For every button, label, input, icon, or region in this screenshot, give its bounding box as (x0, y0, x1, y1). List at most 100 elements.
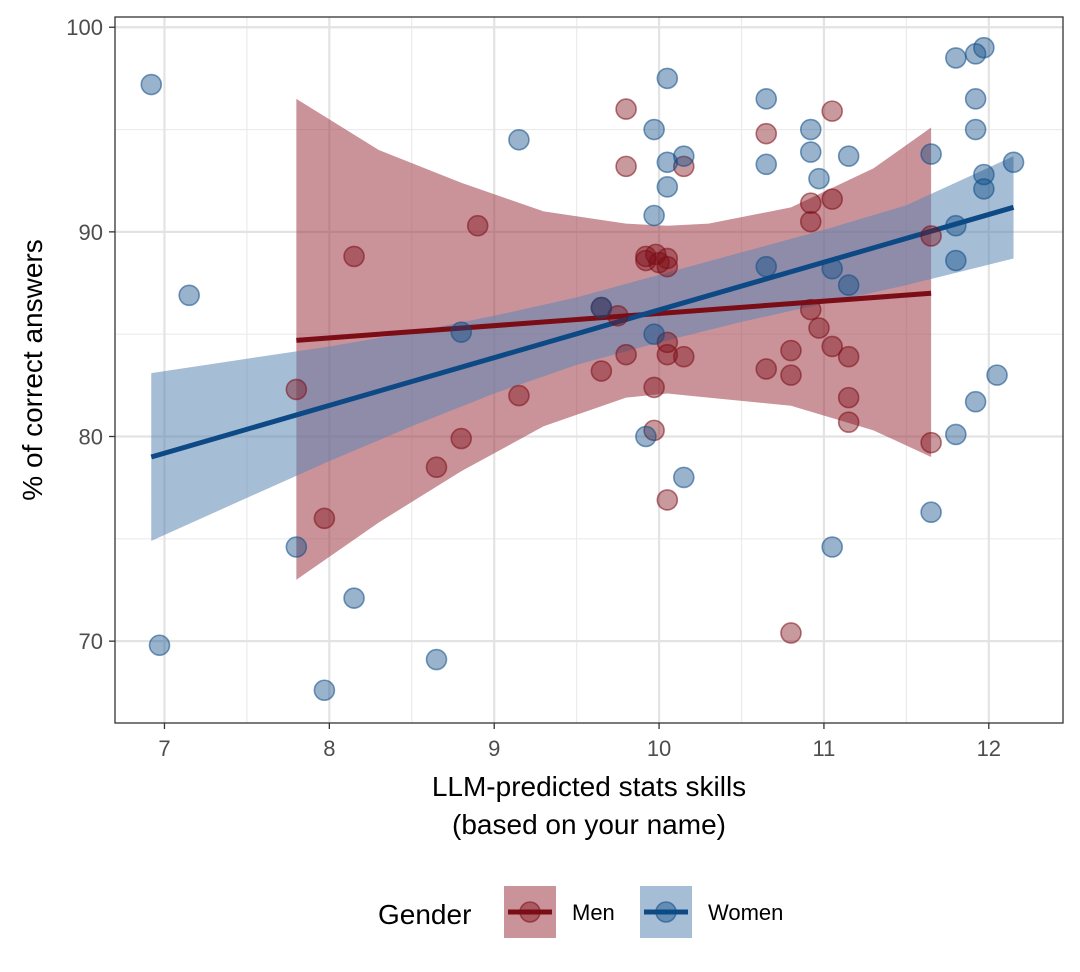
data-point-women (178, 284, 200, 307)
data-point-men (656, 489, 679, 511)
data-point-men (799, 210, 822, 233)
data-point-women (945, 47, 967, 69)
data-point-men (799, 192, 822, 215)
data-point-men (466, 214, 489, 237)
data-point-women (755, 255, 778, 278)
data-point-men (615, 155, 637, 178)
data-point-men (656, 255, 679, 278)
data-point-men (755, 122, 778, 145)
plot-panel-border (114, 16, 1064, 724)
data-point-women (672, 466, 695, 489)
x-axis-title-line2: (based on your name) (452, 809, 726, 840)
data-point-men (285, 378, 308, 401)
data-point-men (313, 507, 336, 530)
data-point-men (780, 364, 802, 386)
data-point-women (1002, 151, 1025, 174)
data-point-men (656, 343, 679, 366)
y-tick-label: 90 (79, 220, 103, 245)
data-point-men (920, 431, 942, 454)
data-point-men (590, 360, 613, 382)
y-tick-label: 70 (79, 629, 103, 654)
data-point-women (821, 536, 843, 558)
data-point-men (837, 345, 860, 368)
data-point-women (920, 143, 942, 165)
data-point-women (643, 204, 665, 227)
data-point-men (425, 456, 448, 479)
data-point-men (808, 317, 830, 339)
x-tick-label: 12 (977, 736, 1001, 761)
data-point-women (643, 118, 665, 141)
y-axis-title: % of correct answers (17, 239, 48, 500)
confidence-band-layer (151, 98, 1014, 580)
data-point-women (343, 587, 365, 609)
data-point-women (590, 296, 613, 319)
data-point-women (656, 67, 679, 90)
data-point-men (837, 386, 860, 409)
y-tick-label: 80 (79, 425, 103, 450)
data-point-women (920, 501, 942, 524)
data-point-women (837, 145, 860, 167)
data-point-men (656, 247, 679, 270)
data-point-women (945, 214, 967, 237)
data-point-men (643, 376, 665, 399)
data-point-men (837, 411, 860, 433)
legend-label-women: Women (708, 900, 783, 925)
legend-key-women (640, 886, 692, 938)
legend-point-swatch (519, 901, 541, 923)
data-point-men (821, 100, 843, 122)
data-point-women (285, 536, 308, 558)
data-point-women (643, 323, 665, 345)
data-point-women (964, 88, 987, 110)
data-point-women (964, 390, 987, 413)
data-point-women (945, 249, 967, 272)
legend: Gender Men Women (378, 886, 783, 938)
data-point-men (450, 427, 473, 450)
data-point-men (780, 339, 802, 362)
data-point-women (755, 88, 778, 110)
data-point-women (656, 176, 679, 198)
legend-label-men: Men (572, 900, 615, 925)
axis-tick-layer: 7 8 9 10 11 12 70 80 90 100 (66, 15, 1001, 761)
regression-line-women (150, 204, 1015, 460)
x-tick-label: 10 (647, 736, 671, 761)
data-point-men (780, 622, 802, 644)
data-point-men (821, 188, 843, 210)
data-point-women (808, 167, 830, 190)
data-point-men (821, 335, 843, 358)
data-point-men (656, 331, 679, 354)
data-point-women (656, 151, 679, 174)
data-point-women (635, 425, 657, 448)
data-point-women (799, 118, 822, 141)
data-point-women (425, 648, 448, 671)
x-axis-title-line1: LLM-predicted stats skills (432, 771, 746, 802)
x-tick-label: 7 (158, 736, 170, 761)
legend-point-swatch (655, 901, 677, 923)
legend-title: Gender (378, 899, 471, 930)
data-point-men (755, 358, 778, 380)
data-point-men (615, 98, 637, 120)
data-point-women (148, 634, 171, 657)
data-point-men (920, 225, 942, 247)
x-tick-label: 9 (488, 736, 500, 761)
data-point-men (508, 384, 530, 407)
data-point-women (945, 423, 967, 446)
data-point-men (672, 345, 695, 368)
data-point-men (615, 343, 637, 366)
regression-line-layer (150, 204, 1015, 460)
data-point-women (450, 321, 473, 343)
data-point-women (973, 178, 995, 200)
x-tick-label: 11 (813, 736, 836, 761)
data-point-women (973, 36, 995, 59)
data-point-women (313, 679, 336, 702)
regression-line-men (296, 290, 932, 343)
y-tick-label: 100 (66, 15, 103, 40)
x-tick-label: 8 (323, 736, 335, 761)
data-point-women (821, 257, 843, 280)
data-point-women (986, 364, 1008, 386)
data-point-women (140, 73, 163, 96)
data-point-men (799, 298, 822, 321)
data-point-women (964, 118, 987, 141)
data-point-women (672, 145, 695, 167)
